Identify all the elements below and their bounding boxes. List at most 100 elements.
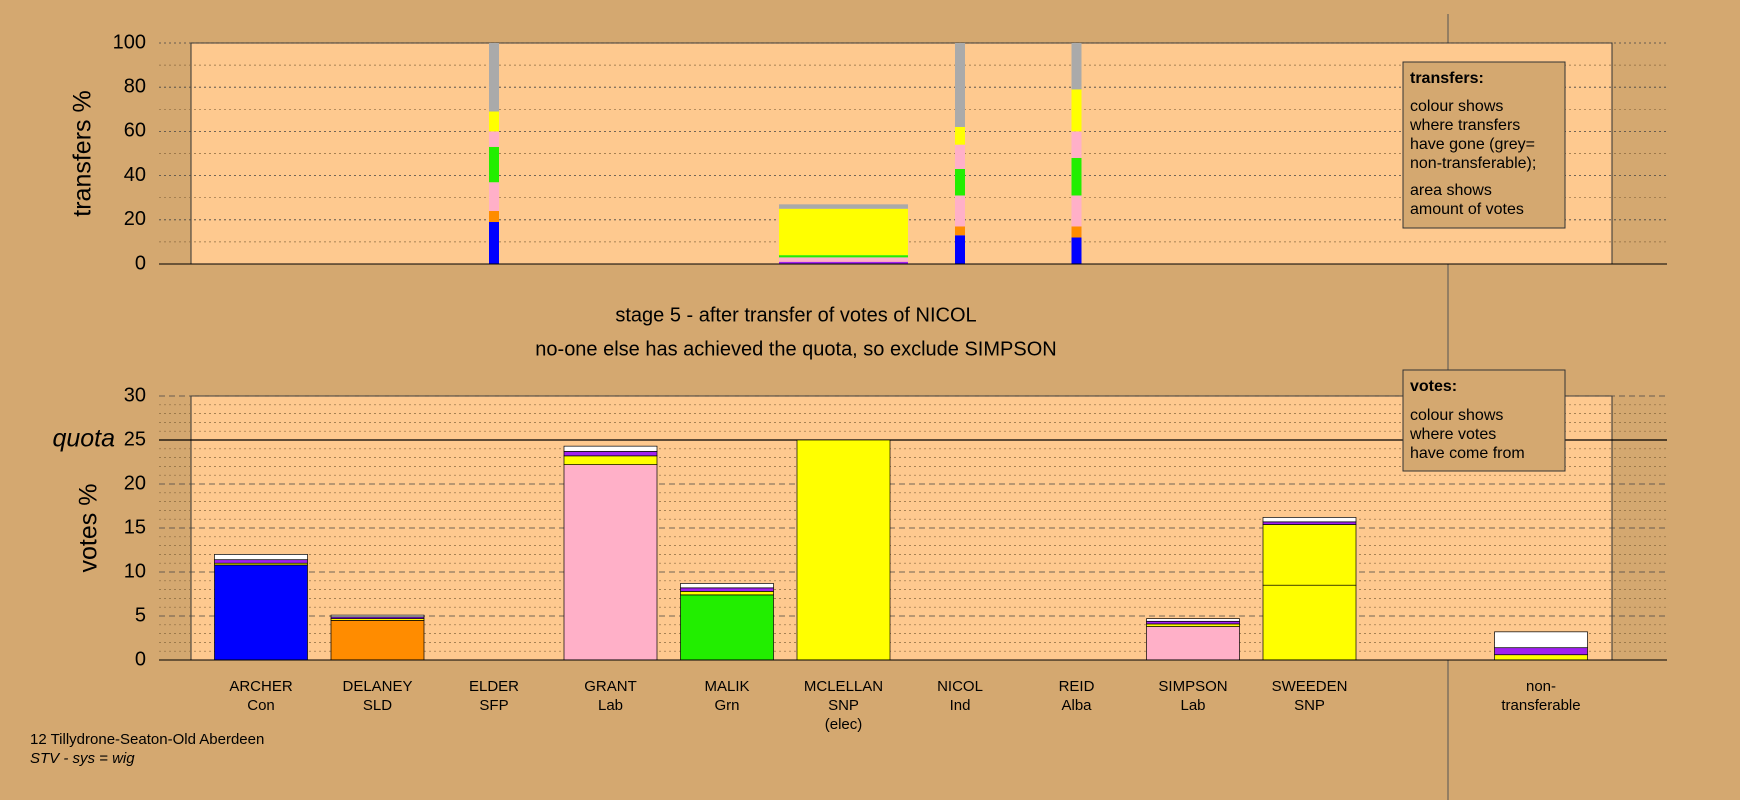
x-tick-label: DELANEY: [342, 678, 412, 695]
y-tick-label: 5: [135, 604, 146, 626]
bar-segment: [1262, 584, 1357, 661]
y-tick-label: 40: [124, 164, 146, 186]
bar-segment: [563, 464, 658, 661]
note-box: [1402, 61, 1566, 229]
note-text: have gone (grey=: [1410, 136, 1535, 153]
note-text: area shows: [1410, 182, 1492, 199]
bar-segment: [955, 144, 965, 169]
bar-segment: [214, 554, 308, 561]
bar-segment: [1146, 620, 1240, 625]
chart-title: stage 5 - after transfer of votes of NIC…: [615, 304, 976, 326]
note-text: have come from: [1410, 445, 1525, 462]
bar-segment: [1146, 623, 1240, 627]
bar-segment: [489, 210, 499, 223]
y-tick-label: 20: [124, 208, 146, 230]
y-tick-label: 60: [124, 120, 146, 142]
bar-segment: [1071, 237, 1082, 264]
note-text: where votes: [1409, 426, 1496, 443]
y-tick-label: 30: [124, 384, 146, 406]
bar-segment: [1071, 195, 1082, 227]
bar-segment: [1494, 647, 1588, 656]
bar-segment: [779, 257, 908, 262]
note-heading: votes:: [1410, 378, 1457, 395]
note-text: amount of votes: [1410, 201, 1524, 218]
x-tick-label: REID: [1059, 678, 1095, 695]
note-text: non-transferable);: [1410, 155, 1536, 172]
footer-line: STV - sys = wig: [30, 750, 135, 767]
x-tick-label: Ind: [950, 697, 971, 714]
bar-segment: [214, 564, 308, 661]
x-tick-label: Lab: [598, 697, 623, 714]
x-tick-label: SLD: [363, 697, 392, 714]
bar-segment: [1262, 521, 1357, 525]
x-tick-label: (elec): [825, 716, 863, 733]
bar-segment: [563, 451, 658, 457]
bar-segment: [563, 445, 658, 452]
y-tick-label: 20: [124, 472, 146, 494]
bar-segment: [680, 591, 774, 596]
bar-segment: [1146, 626, 1240, 661]
bar-segment: [779, 255, 908, 258]
bar-segment: [955, 126, 965, 145]
x-tick-label: Lab: [1180, 697, 1205, 714]
bar-segment: [680, 587, 774, 592]
bar-segment: [955, 226, 965, 236]
x-tick-label: GRANT: [584, 678, 637, 695]
x-tick-label: ARCHER: [229, 678, 293, 695]
x-tick-label: SNP: [1294, 697, 1325, 714]
y-tick-label: 15: [124, 516, 146, 538]
y-tick-label: 0: [135, 252, 146, 274]
bar-segment: [1494, 631, 1588, 649]
bar-segment: [779, 261, 908, 264]
x-tick-label: SNP: [828, 697, 859, 714]
bar-segment: [1071, 131, 1082, 158]
bar-segment: [489, 146, 499, 183]
note-heading: transfers:: [1410, 70, 1484, 87]
bar-segment: [489, 222, 499, 264]
y-tick-label: 100: [113, 31, 146, 53]
note-text: colour shows: [1410, 98, 1503, 115]
x-tick-label: SWEEDEN: [1272, 678, 1348, 695]
x-tick-label: MALIK: [704, 678, 749, 695]
bar-segment: [489, 111, 499, 132]
bar-segment: [214, 559, 308, 564]
bar-segment: [1494, 654, 1588, 661]
bar-segment: [330, 620, 425, 661]
x-tick-label: MCLELLAN: [804, 678, 883, 695]
y-axis-label: transfers %: [69, 90, 97, 216]
bar-segment: [489, 43, 499, 112]
bar-segment: [779, 204, 908, 209]
y-axis-label: votes %: [75, 484, 103, 573]
bar-segment: [955, 195, 965, 227]
bar-segment: [955, 235, 965, 264]
bar-segment: [563, 455, 658, 465]
x-tick-label: SIMPSON: [1158, 678, 1227, 695]
x-tick-label: Alba: [1061, 697, 1092, 714]
y-tick-label: 25: [124, 428, 146, 450]
bar-segment: [489, 131, 499, 147]
bar-segment: [680, 583, 774, 589]
bar-segment: [1071, 157, 1082, 196]
x-tick-label: Con: [247, 697, 275, 714]
x-tick-label: non-: [1526, 678, 1556, 695]
y-tick-label: 80: [124, 75, 146, 97]
bar-segment: [1071, 43, 1082, 90]
bar-segment: [1071, 226, 1082, 238]
x-tick-label: Grn: [714, 697, 739, 714]
bar-segment: [1071, 89, 1082, 132]
bar-segment: [1262, 517, 1357, 523]
footer-line: 12 Tillydrone-Seaton-Old Aberdeen: [30, 731, 264, 748]
note-text: where transfers: [1409, 117, 1520, 134]
y-tick-label: 10: [124, 560, 146, 582]
quota-label: quota: [52, 425, 115, 453]
x-tick-label: SFP: [479, 697, 508, 714]
bar-segment: [955, 43, 965, 127]
bar-segment: [680, 594, 774, 661]
y-tick-label: 0: [135, 648, 146, 670]
x-tick-label: transferable: [1501, 697, 1580, 714]
bar-segment: [779, 208, 908, 256]
bar-segment: [955, 168, 965, 196]
note-box: [1402, 369, 1566, 472]
x-tick-label: NICOL: [937, 678, 983, 695]
